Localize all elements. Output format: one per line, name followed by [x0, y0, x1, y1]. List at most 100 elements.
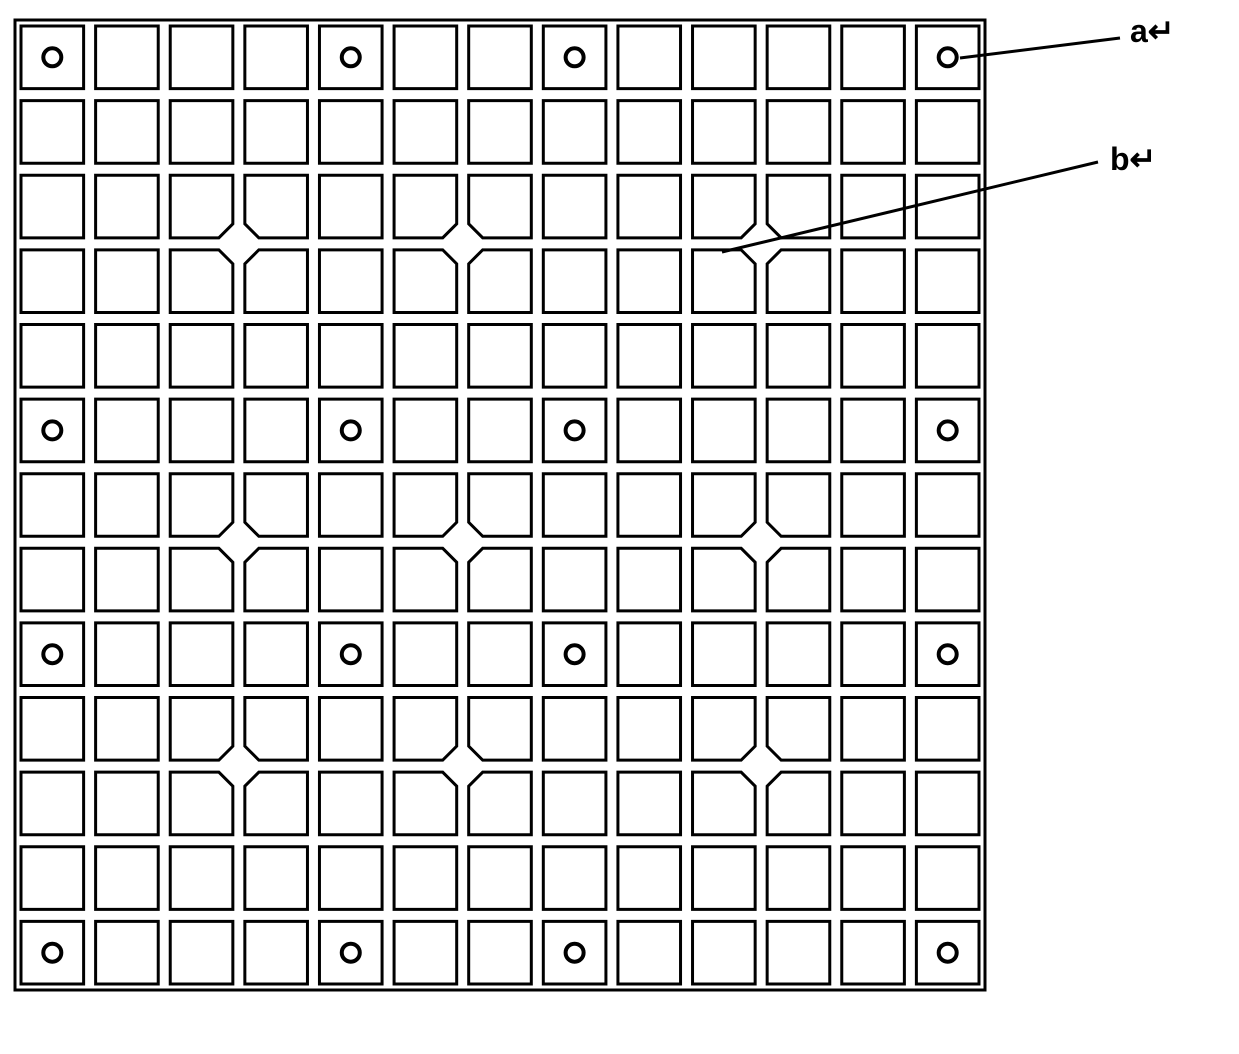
grid-cell: [245, 250, 308, 313]
grid-cell: [319, 250, 382, 313]
grid-cell: [170, 101, 233, 164]
grid-cell: [618, 175, 681, 238]
grid-cell: [245, 26, 308, 89]
label-a: a↵: [1130, 12, 1175, 50]
grid-cell: [767, 698, 830, 761]
grid-cell: [693, 847, 756, 910]
grid-cell: [842, 623, 905, 686]
grid-cell: [170, 548, 233, 611]
grid-cell: [394, 250, 457, 313]
grid-cell: [96, 698, 159, 761]
grid-cell: [245, 698, 308, 761]
circle-marker: [43, 944, 61, 962]
grid-cell: [693, 623, 756, 686]
grid-cell: [394, 698, 457, 761]
grid-cell: [245, 175, 308, 238]
grid-cell: [96, 921, 159, 984]
circle-marker: [342, 421, 360, 439]
grid-cell: [693, 399, 756, 462]
grid-cell: [618, 399, 681, 462]
grid-cell: [469, 324, 532, 387]
grid-cell: [394, 921, 457, 984]
grid-cell: [693, 698, 756, 761]
grid-cell: [96, 324, 159, 387]
grid-cell: [543, 101, 606, 164]
grid-cell: [21, 324, 84, 387]
grid-cell: [170, 474, 233, 537]
circle-marker: [566, 421, 584, 439]
grid-cell: [693, 548, 756, 611]
grid-cell: [618, 623, 681, 686]
grid-cell: [170, 26, 233, 89]
grid-cell: [469, 399, 532, 462]
grid-cell: [394, 175, 457, 238]
grid-cell: [245, 623, 308, 686]
grid-cell: [767, 623, 830, 686]
grid-cell: [842, 101, 905, 164]
grid-cell: [543, 772, 606, 835]
grid-cell: [245, 772, 308, 835]
circle-marker: [43, 645, 61, 663]
grid-cell: [916, 772, 979, 835]
grid-cell: [543, 847, 606, 910]
grid-cell: [170, 921, 233, 984]
grid-cell: [916, 324, 979, 387]
grid-cell: [170, 847, 233, 910]
grid-cell: [767, 548, 830, 611]
grid-cell: [394, 623, 457, 686]
grid-cell: [170, 175, 233, 238]
grid-cell: [21, 474, 84, 537]
grid-cell: [693, 175, 756, 238]
grid-cell: [245, 399, 308, 462]
grid-cell: [916, 847, 979, 910]
grid-cell: [21, 175, 84, 238]
grid-cell: [618, 772, 681, 835]
grid-cell: [916, 474, 979, 537]
grid-cell: [319, 772, 382, 835]
grid-cell: [543, 175, 606, 238]
grid-cell: [842, 324, 905, 387]
grid-cell: [319, 698, 382, 761]
grid-cell: [693, 250, 756, 313]
circle-marker: [342, 645, 360, 663]
grid-cell: [693, 101, 756, 164]
grid-cell: [469, 698, 532, 761]
grid-cell: [96, 250, 159, 313]
grid-cell: [96, 772, 159, 835]
grid-cell: [469, 772, 532, 835]
grid-cell: [21, 772, 84, 835]
circle-marker: [566, 48, 584, 66]
circle-marker: [939, 944, 957, 962]
grid-cell: [394, 847, 457, 910]
grid-cell: [842, 698, 905, 761]
grid-cell: [618, 698, 681, 761]
grid-cell: [916, 101, 979, 164]
grid-cell: [842, 772, 905, 835]
grid-cell: [319, 175, 382, 238]
grid-cell: [96, 175, 159, 238]
grid-cell: [916, 698, 979, 761]
grid-cell: [842, 399, 905, 462]
grid-cell: [170, 399, 233, 462]
grid-cell: [394, 26, 457, 89]
grid-cell: [618, 921, 681, 984]
grid-cell: [543, 698, 606, 761]
grid-cell: [693, 474, 756, 537]
grid-cell: [767, 250, 830, 313]
grid-cell: [319, 548, 382, 611]
circle-marker: [342, 944, 360, 962]
grid-cell: [767, 26, 830, 89]
circle-marker: [342, 48, 360, 66]
grid-cell: [170, 698, 233, 761]
grid-cell: [842, 921, 905, 984]
grid-cell: [96, 623, 159, 686]
circle-marker: [566, 944, 584, 962]
grid-cell: [245, 101, 308, 164]
grid-cell: [543, 324, 606, 387]
grid-cell: [394, 474, 457, 537]
grid-cell: [767, 921, 830, 984]
grid-cell: [618, 250, 681, 313]
grid-cell: [842, 26, 905, 89]
grid-cell: [767, 399, 830, 462]
grid-cell: [170, 324, 233, 387]
